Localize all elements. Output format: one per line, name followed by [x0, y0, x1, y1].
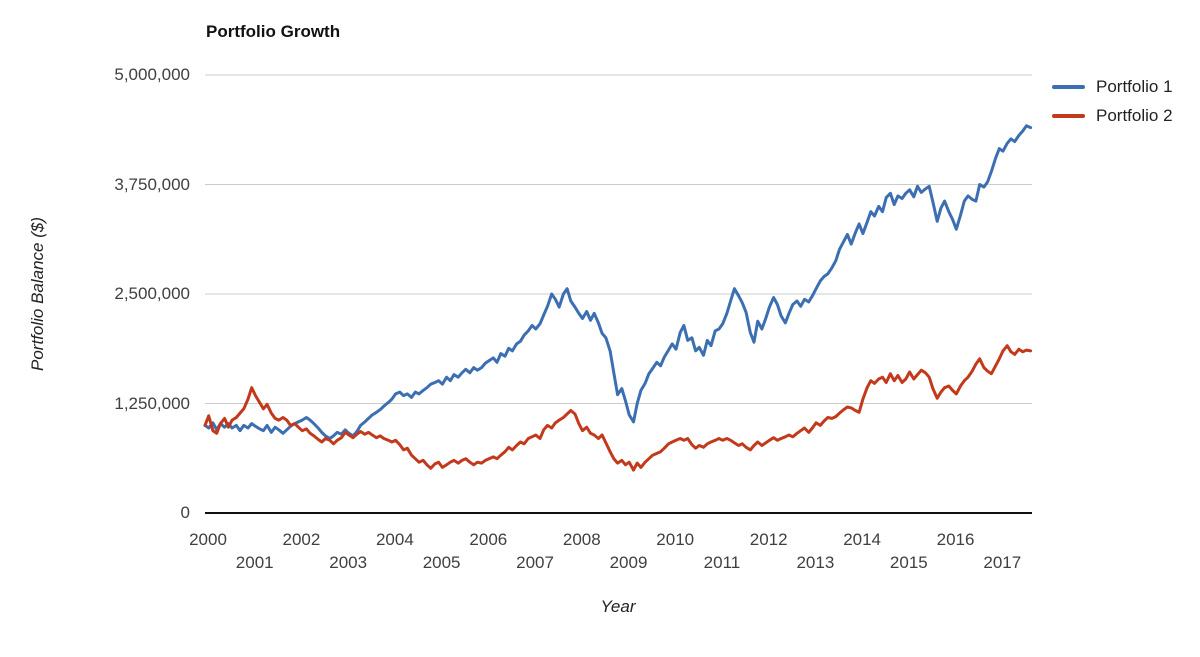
portfolio-1-line — [203, 124, 1033, 440]
portfolio-2-line — [203, 344, 1033, 472]
x-axis-tick-label: 2011 — [703, 553, 741, 572]
x-axis-tick-label: 2006 — [469, 530, 508, 549]
y-axis-tick-label: 3,750,000 — [114, 174, 190, 194]
x-axis-tick-label: 2008 — [562, 530, 601, 549]
x-axis-tick-label: 2005 — [422, 553, 461, 572]
x-axis-tick-label: 2003 — [329, 553, 368, 572]
y-axis-tick-label: 1,250,000 — [114, 393, 190, 413]
x-axis-tick-label: 2012 — [749, 530, 788, 549]
y-axis-title: Portfolio Balance ($) — [28, 216, 47, 372]
legend-label: Portfolio 2 — [1096, 105, 1173, 125]
legend-label: Portfolio 1 — [1096, 76, 1173, 96]
x-axis-tick-label: 2013 — [796, 553, 835, 572]
y-axis-tick-label: 0 — [180, 503, 190, 522]
x-axis-tick-label: 2004 — [375, 530, 414, 549]
x-axis-tick-label: 2015 — [889, 553, 928, 572]
portfolio-2-swatch — [1052, 113, 1085, 118]
x-axis-tick-label: 2010 — [656, 530, 695, 549]
x-axis-tick-label: 2009 — [609, 553, 648, 572]
x-axis-tick-label: 2002 — [282, 530, 321, 549]
y-axis-tick-label: 5,000,000 — [114, 65, 190, 84]
chart-legend: Portfolio 1 Portfolio 2 — [1052, 72, 1173, 130]
portfolio-1-swatch — [1052, 84, 1085, 89]
x-axis-tick-label: 2016 — [936, 530, 975, 549]
x-axis-tick-label: 2007 — [516, 553, 554, 572]
legend-item-portfolio-2[interactable]: Portfolio 2 — [1052, 101, 1173, 130]
chart-title: Portfolio Growth — [206, 22, 341, 41]
x-axis-tick-label: 2014 — [843, 530, 882, 549]
x-axis-tick-label: 2017 — [983, 553, 1022, 572]
legend-item-portfolio-1[interactable]: Portfolio 1 — [1052, 72, 1173, 101]
x-axis-tick-label: 2000 — [189, 530, 227, 549]
x-axis-tick-label: 2001 — [235, 553, 274, 572]
y-axis-tick-label: 2,500,000 — [114, 284, 190, 303]
x-axis-title: Year — [600, 597, 636, 616]
